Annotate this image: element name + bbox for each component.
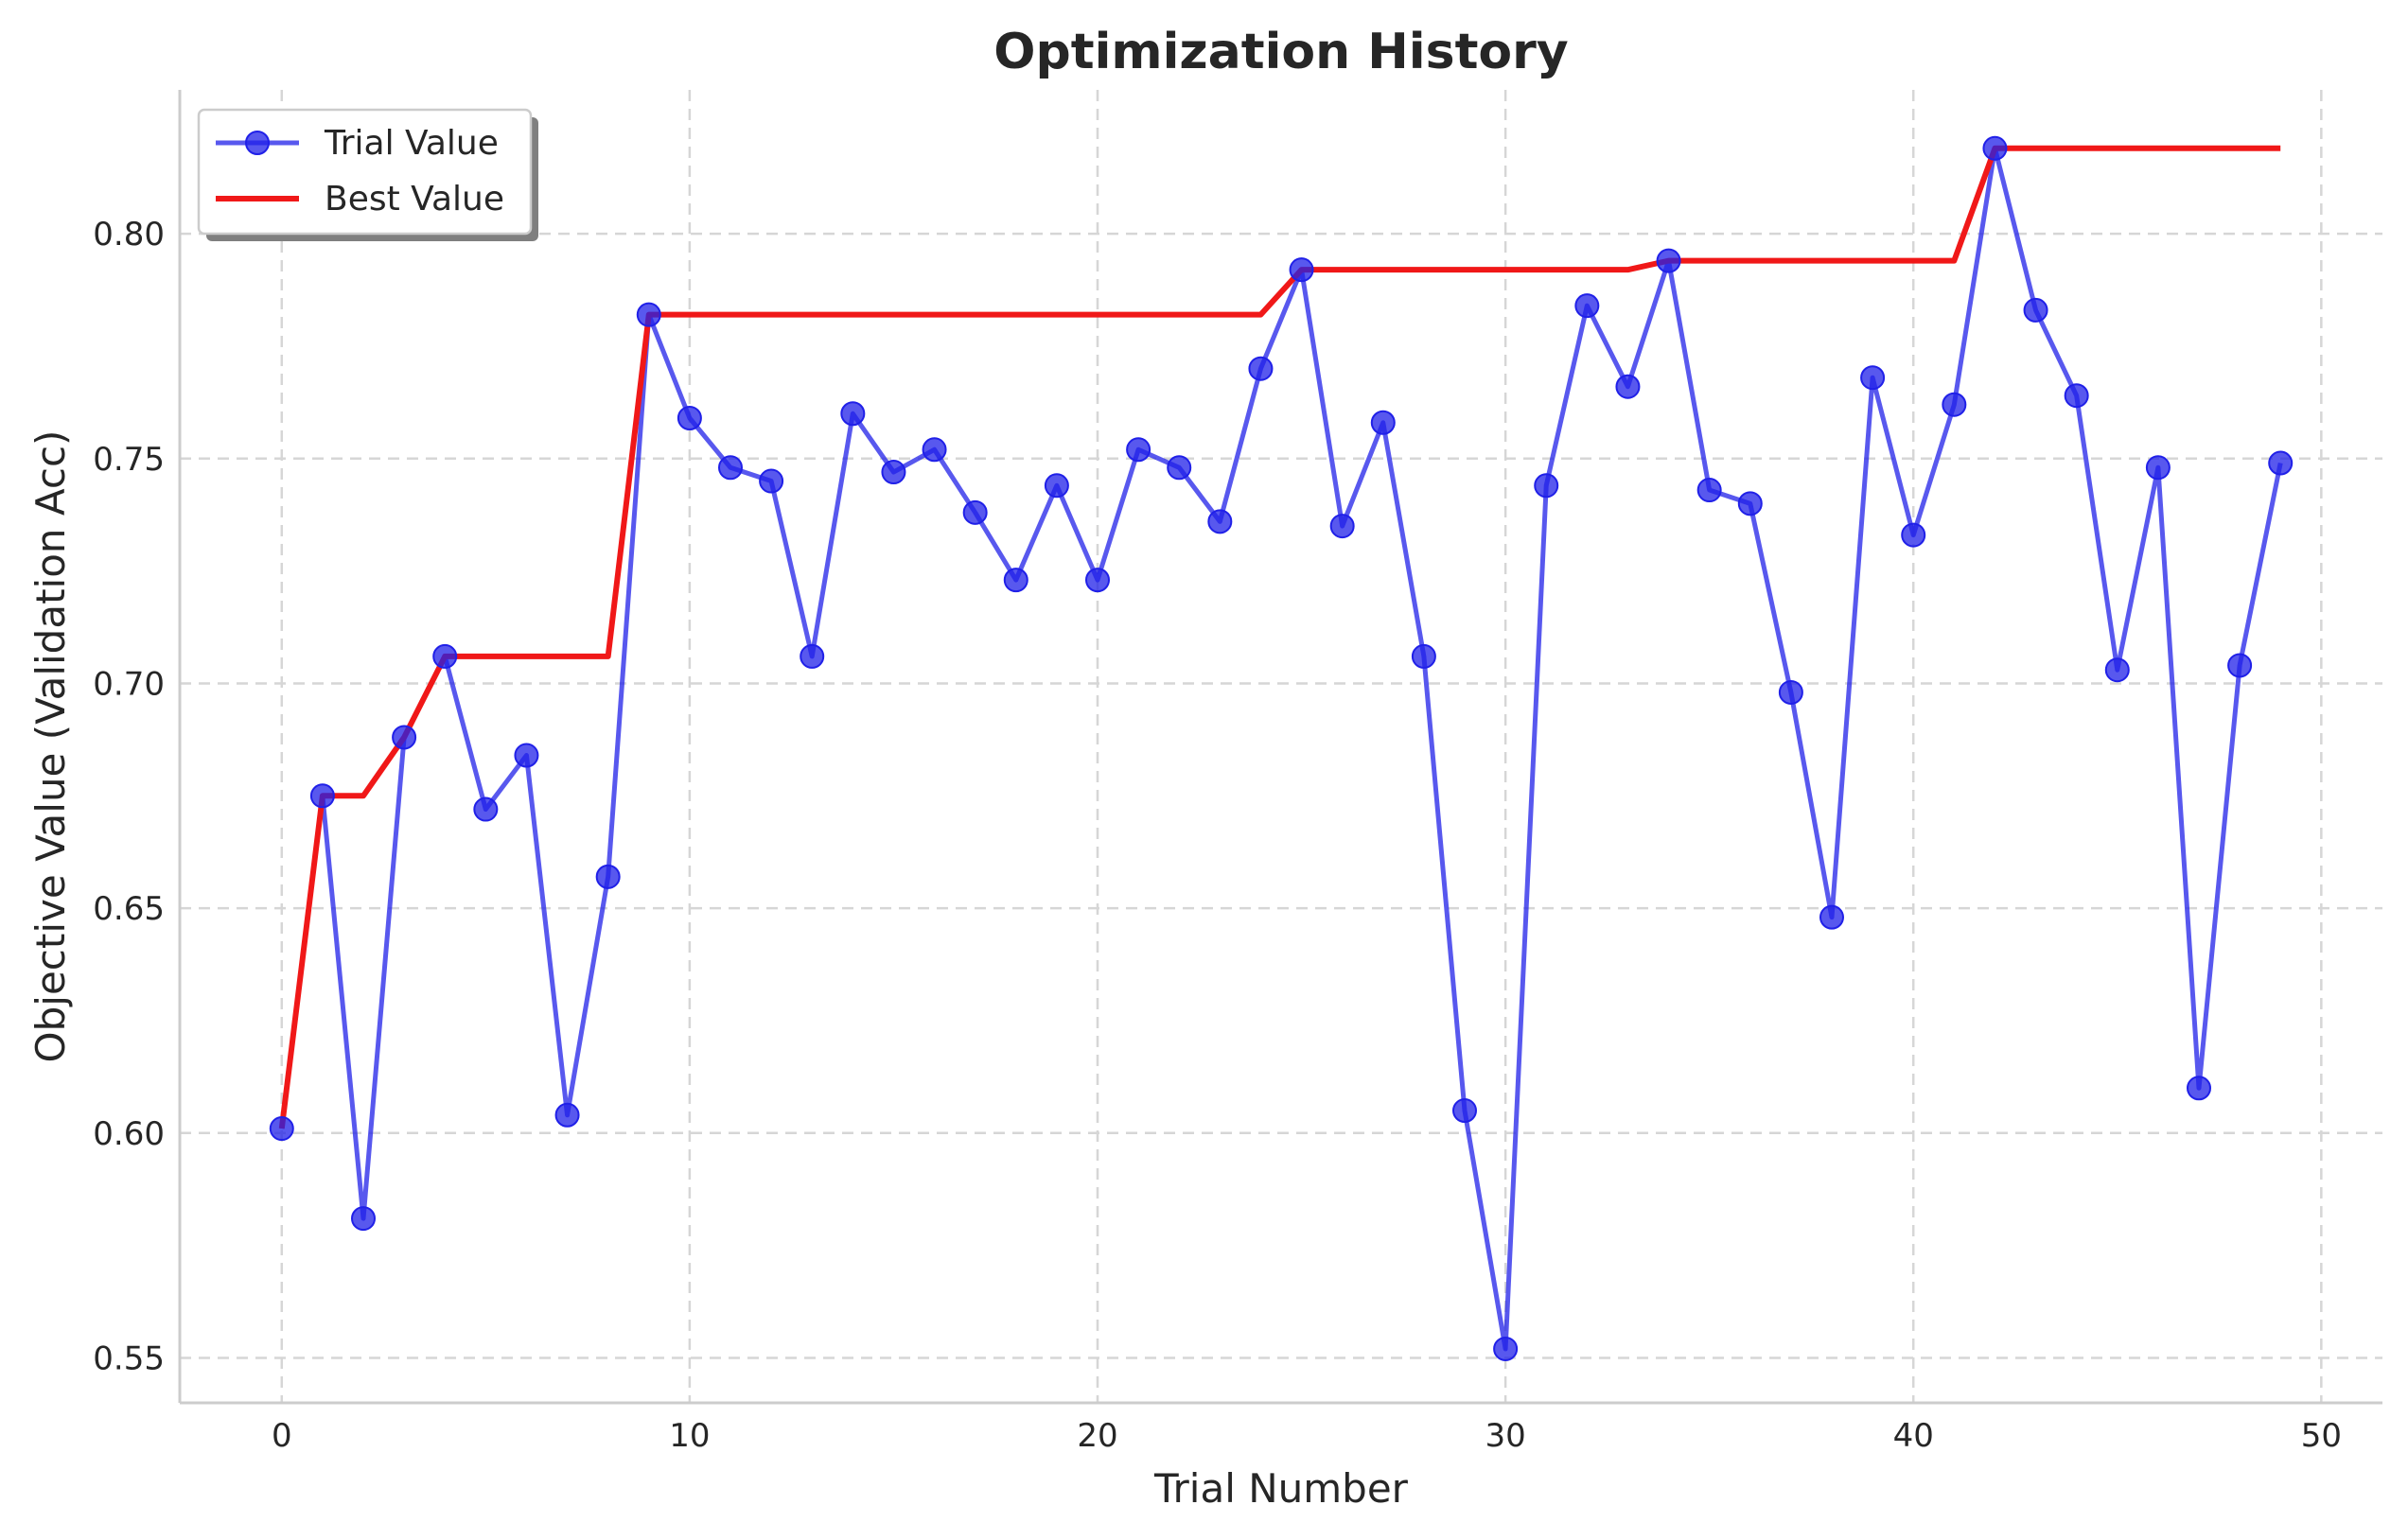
y-tick-label: 0.75 — [93, 441, 165, 479]
chart-title: Optimization History — [993, 24, 1568, 80]
y-tick-label: 0.60 — [93, 1115, 165, 1153]
trial-value-point — [2065, 384, 2088, 407]
trial-value-point — [597, 866, 620, 888]
trial-value-point — [1046, 474, 1068, 497]
y-axis-title: Objective Value (Validation Acc) — [27, 430, 74, 1063]
trial-value-point — [1820, 906, 1843, 929]
trial-value-point — [1005, 569, 1028, 591]
trial-value-point — [923, 438, 946, 461]
trial-value-point — [882, 461, 905, 483]
trial-value-point — [515, 744, 537, 767]
trial-value-point — [2188, 1076, 2210, 1099]
trial-value-point — [1739, 492, 1762, 515]
trial-value-point — [964, 501, 987, 524]
trial-value-point — [2025, 299, 2048, 322]
trial-value-point — [1127, 438, 1150, 461]
trial-value-line — [282, 149, 2280, 1349]
trial-value-point — [1942, 394, 1965, 416]
x-tick-label: 0 — [272, 1417, 292, 1455]
trial-value-point — [2269, 452, 2292, 475]
trial-value-point — [1698, 479, 1721, 501]
trial-value-point — [1535, 474, 1557, 497]
trial-value-point — [678, 407, 701, 429]
trial-value-point — [1372, 411, 1395, 434]
best-value-line — [282, 149, 2280, 1129]
trial-value-point — [1413, 645, 1435, 668]
x-tick-label: 10 — [669, 1417, 710, 1455]
legend-trial-marker-swatch — [246, 131, 269, 154]
trial-value-point — [1861, 366, 1884, 389]
trial-value-point — [1902, 524, 1925, 547]
grid-lines — [180, 90, 2382, 1403]
trial-value-point — [1249, 358, 1272, 380]
trial-value-point — [2228, 654, 2251, 676]
trial-value-point — [1453, 1099, 1476, 1122]
trial-value-point — [1208, 510, 1231, 533]
x-axis-title: Trial Number — [1153, 1465, 1409, 1512]
axes-spines — [180, 90, 2382, 1403]
trial-value-point — [1780, 681, 1802, 704]
trial-value-point — [1168, 456, 1190, 479]
trial-value-point — [1291, 258, 1313, 281]
trial-value-point — [352, 1207, 375, 1230]
x-tick-label: 20 — [1077, 1417, 1117, 1455]
legend: Trial Value Best Value — [199, 110, 538, 241]
y-tick-label: 0.65 — [93, 890, 165, 928]
y-tick-label: 0.70 — [93, 665, 165, 703]
x-tick-label: 30 — [1485, 1417, 1525, 1455]
trial-value-point — [1616, 376, 1639, 398]
trial-value-point — [1575, 294, 1598, 317]
trial-value-point — [474, 798, 497, 821]
trial-value-point — [1658, 250, 1680, 272]
trial-value-point — [393, 726, 415, 748]
trial-value-point — [1331, 515, 1354, 537]
trial-value-point — [800, 645, 823, 668]
trial-value-point — [1494, 1338, 1517, 1360]
legend-best-label: Best Value — [325, 180, 504, 219]
trial-value-point — [2106, 658, 2129, 681]
x-tick-label: 40 — [1893, 1417, 1934, 1455]
trial-value-point — [271, 1117, 293, 1140]
x-tick-label: 50 — [2301, 1417, 2342, 1455]
trial-value-point — [760, 470, 782, 493]
trial-value-point — [1983, 137, 2006, 160]
trial-value-point — [556, 1104, 579, 1127]
trial-value-point — [1086, 569, 1109, 591]
tick-labels: 0 10 20 30 40 50 0.55 0.60 0.65 0.70 0.75 0.80 — [93, 216, 2342, 1455]
trial-value-point — [2147, 456, 2170, 479]
y-tick-label: 0.80 — [93, 216, 165, 254]
trial-value-point — [638, 304, 660, 326]
trial-value-point — [433, 645, 456, 668]
trial-value-point — [311, 784, 334, 807]
trial-value-point — [719, 456, 742, 479]
data-series — [271, 137, 2292, 1360]
y-tick-label: 0.55 — [93, 1339, 165, 1377]
trial-value-point — [841, 402, 864, 425]
legend-trial-label: Trial Value — [324, 124, 499, 163]
